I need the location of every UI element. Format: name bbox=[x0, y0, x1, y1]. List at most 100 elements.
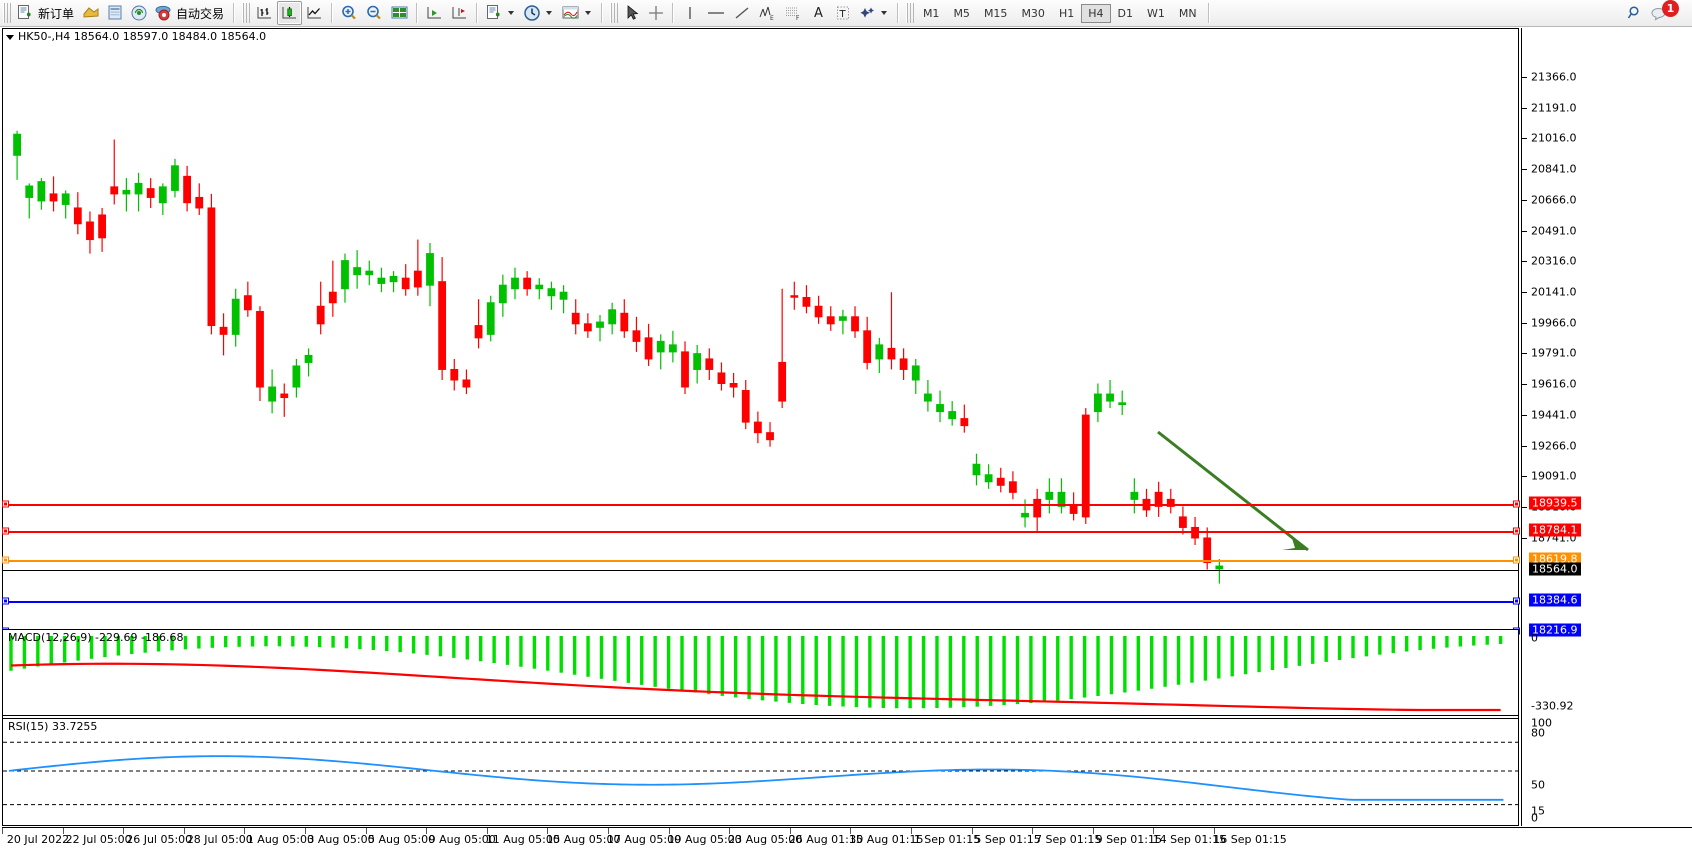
price-tick bbox=[1522, 77, 1527, 78]
toolbar-separator-6 bbox=[672, 3, 675, 23]
time-tick bbox=[244, 828, 246, 834]
elliott-button[interactable]: E bbox=[754, 1, 780, 25]
templates-button[interactable] bbox=[558, 1, 597, 25]
period-button[interactable] bbox=[520, 1, 558, 25]
svg-text:F: F bbox=[796, 15, 800, 22]
price-tick bbox=[1522, 230, 1527, 232]
zoom-in-button[interactable] bbox=[337, 1, 362, 25]
price-tag-target-line[interactable]: 18384.6 bbox=[1529, 593, 1581, 607]
time-tick-label: 14 Sep 01:15 bbox=[1152, 833, 1227, 846]
chat-button[interactable]: 1 bbox=[1647, 0, 1682, 25]
timeframe-d1[interactable]: D1 bbox=[1117, 6, 1133, 20]
macd-pane[interactable]: MACD(12,26,9) -229.69 -186.68 bbox=[2, 629, 1519, 716]
auto-scroll-button[interactable] bbox=[447, 1, 472, 25]
time-axis[interactable]: 20 Jul 2022 22 Jul 05:00 26 Jul 05:00 28 Ju… bbox=[2, 827, 1692, 852]
price-axis[interactable]: 21366.0 21191.0 21016.0 20841.0 20666.0 20491… bbox=[1521, 28, 1692, 826]
line-chart-button[interactable] bbox=[302, 1, 327, 25]
rsi-pane[interactable]: RSI(15) 33.7255 bbox=[2, 718, 1519, 826]
timeframe-h1[interactable]: H1 bbox=[1058, 6, 1075, 20]
timeframe-m1[interactable]: M1 bbox=[922, 6, 940, 20]
level-handle-left[interactable] bbox=[2, 500, 9, 508]
chevron-down-icon[interactable] bbox=[508, 11, 515, 15]
terminal-button[interactable] bbox=[103, 1, 127, 25]
crosshair-button[interactable] bbox=[644, 1, 668, 25]
chart-area[interactable]: HK50-,H4 18564.0 18597.0 18484.0 18564.0… bbox=[0, 27, 1692, 853]
indicators-button[interactable] bbox=[79, 1, 103, 25]
chevron-down-icon-2[interactable] bbox=[546, 11, 553, 15]
cursor-button[interactable] bbox=[620, 1, 644, 25]
signals-button[interactable] bbox=[127, 1, 151, 25]
data-window-button[interactable] bbox=[387, 1, 412, 25]
level-handle[interactable] bbox=[1513, 500, 1520, 508]
price-tick bbox=[1522, 353, 1527, 355]
price-tag-resistance-line[interactable]: 18939.5 bbox=[1529, 496, 1581, 510]
toolbar-grip-2[interactable] bbox=[242, 3, 251, 23]
toolbar-grip[interactable] bbox=[3, 3, 11, 23]
price-tag-target-line[interactable]: 18216.9 bbox=[1529, 623, 1581, 637]
autotrading-button[interactable]: 自动交易 bbox=[151, 1, 229, 25]
time-tick bbox=[789, 828, 791, 834]
timeframe-m15[interactable]: M15 bbox=[983, 6, 1008, 20]
price-tag-resistance-line[interactable]: 18784.1 bbox=[1529, 523, 1581, 537]
vline-button[interactable] bbox=[678, 1, 702, 25]
level-handle[interactable] bbox=[1513, 556, 1520, 564]
toolbar-grip-3[interactable] bbox=[610, 3, 619, 23]
zoom-out-button[interactable] bbox=[362, 1, 387, 25]
price-tick bbox=[1522, 138, 1527, 140]
timeframe-h4[interactable]: H4 bbox=[1081, 3, 1111, 23]
price-tick bbox=[1522, 322, 1527, 324]
time-tick-label: 9 Sep 01:15 bbox=[1095, 833, 1163, 846]
time-tick bbox=[2, 828, 3, 834]
chart-header-text: HK50-,H4 18564.0 18597.0 18484.0 18564.0 bbox=[18, 30, 267, 43]
level-handle-left[interactable] bbox=[2, 597, 9, 605]
add-indicator-button[interactable] bbox=[482, 1, 520, 25]
objects-button[interactable] bbox=[855, 1, 893, 25]
time-tick-label: 3 Aug 05:00 bbox=[307, 833, 375, 846]
time-tick-label: 20 Jul 2022 bbox=[6, 833, 70, 846]
timeframe-m30[interactable]: M30 bbox=[1021, 6, 1045, 20]
terminal-icon bbox=[108, 5, 122, 20]
price-tick-label: 19441.0 bbox=[1531, 408, 1577, 422]
text-label-icon: T bbox=[836, 6, 849, 20]
candlestick-chart-button[interactable] bbox=[277, 1, 303, 25]
chart-header: HK50-,H4 18564.0 18597.0 18484.0 18564.0 bbox=[6, 30, 266, 43]
timeframe-m5[interactable]: M5 bbox=[953, 6, 970, 20]
new-order-button[interactable]: 新订单 bbox=[13, 1, 79, 25]
chevron-down-icon-4[interactable] bbox=[880, 11, 887, 15]
text-button[interactable]: A bbox=[806, 1, 831, 25]
level-handle-left[interactable] bbox=[2, 527, 9, 535]
time-tick-label: 23 Aug 05:00 bbox=[728, 833, 803, 846]
time-tick-label: 26 Jul 05:00 bbox=[126, 833, 193, 846]
time-tick-label: 5 Sep 01:15 bbox=[974, 833, 1041, 846]
level-handle[interactable] bbox=[1513, 527, 1520, 535]
price-tag-last-price[interactable]: 18564.0 bbox=[1529, 562, 1581, 576]
chart-collapse-icon[interactable] bbox=[6, 34, 14, 40]
text-label-button[interactable]: T bbox=[831, 1, 855, 25]
level-line-resistance-line[interactable] bbox=[3, 503, 1519, 506]
fibonacci-button[interactable]: F bbox=[780, 1, 806, 25]
level-handle[interactable] bbox=[1513, 597, 1520, 605]
time-tick bbox=[123, 828, 125, 834]
macd-axis-label: 0 bbox=[1531, 631, 1538, 645]
level-handle-left[interactable] bbox=[2, 556, 9, 564]
level-line-resistance-line[interactable] bbox=[3, 531, 1519, 534]
toolbar-grip-4[interactable] bbox=[905, 3, 914, 23]
search-button[interactable] bbox=[1623, 1, 1647, 25]
hline-button[interactable] bbox=[702, 1, 730, 25]
time-tick bbox=[608, 828, 609, 834]
trendline-button[interactable] bbox=[730, 1, 754, 25]
price-tick-label: 20841.0 bbox=[1531, 162, 1577, 176]
level-line-target-line[interactable] bbox=[3, 601, 1519, 604]
bar-chart-button[interactable] bbox=[252, 1, 277, 25]
bar-chart-icon bbox=[257, 7, 272, 19]
timeframe-mn[interactable]: MN bbox=[1178, 6, 1197, 20]
time-tick-label: 19 Aug 05:00 bbox=[667, 833, 742, 846]
text-icon: A bbox=[814, 5, 823, 21]
level-line-last-price[interactable] bbox=[3, 569, 1519, 571]
timeframe-w1[interactable]: W1 bbox=[1146, 6, 1165, 20]
chevron-down-icon-3[interactable] bbox=[585, 11, 592, 15]
price-tick-label: 20316.0 bbox=[1531, 254, 1577, 268]
level-line-entry-line[interactable] bbox=[3, 560, 1519, 563]
chart-shift-button[interactable] bbox=[422, 1, 447, 25]
price-tag-entry-line[interactable]: 18619.8 bbox=[1529, 552, 1581, 566]
